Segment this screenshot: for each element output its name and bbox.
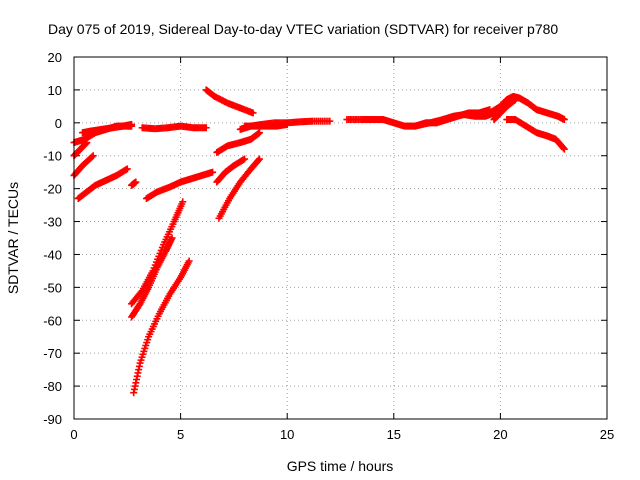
data-point: [132, 178, 140, 186]
axis-ticks: [73, 56, 608, 420]
data-point: [209, 168, 217, 176]
y-tick-label: -50: [43, 280, 62, 295]
x-tick-label: 25: [600, 427, 614, 442]
x-tick-label: 0: [70, 427, 77, 442]
data-point-fill: [559, 144, 567, 152]
data-point: [83, 139, 91, 147]
y-tick-label: -10: [43, 149, 62, 164]
x-tick-label: 5: [177, 427, 184, 442]
data-point: [511, 96, 519, 104]
data-point: [255, 155, 263, 163]
x-axis-label: GPS time / hours: [287, 458, 394, 474]
y-tick-label: -20: [43, 182, 62, 197]
data-point-fill: [88, 153, 96, 161]
data-point: [241, 155, 249, 163]
data-point: [255, 129, 263, 137]
x-tick-label: 10: [280, 427, 294, 442]
data-point: [179, 198, 187, 206]
plot-frame: [73, 56, 608, 420]
y-tick-label: 10: [48, 83, 62, 98]
y-axis-label: SDTVAR / TECUs: [5, 182, 21, 294]
chart-grid: [74, 57, 607, 419]
data-point: [560, 116, 568, 124]
x-tick-label: 20: [493, 427, 507, 442]
data-point: [560, 145, 568, 153]
y-tick-label: -90: [43, 412, 62, 427]
data-point: [202, 124, 210, 132]
y-tick-label: -80: [43, 379, 62, 394]
y-tick-label: -70: [43, 346, 62, 361]
y-tick-label: 0: [55, 116, 62, 131]
data-point: [128, 120, 136, 128]
data-point: [185, 257, 193, 265]
y-tick-label: -40: [43, 247, 62, 262]
data-points: [70, 86, 568, 397]
data-point: [168, 234, 176, 242]
chart-title: Day 075 of 2019, Sidereal Day-to-day VTE…: [48, 21, 558, 37]
data-point: [249, 109, 257, 117]
x-tick-label: 15: [387, 427, 401, 442]
data-point: [123, 165, 131, 173]
data-point: [283, 120, 291, 128]
data-point: [89, 152, 97, 160]
tick-labels: 0 5 10 15 20 25 -90 -80 -70 -60 -50 -40 -30 -20 -10 0 10…: [43, 50, 614, 442]
y-tick-label: 20: [48, 50, 62, 65]
data-point-fill: [255, 156, 263, 164]
data-point: [326, 117, 334, 125]
y-tick-label: -30: [43, 215, 62, 230]
y-tick-label: -60: [43, 313, 62, 328]
